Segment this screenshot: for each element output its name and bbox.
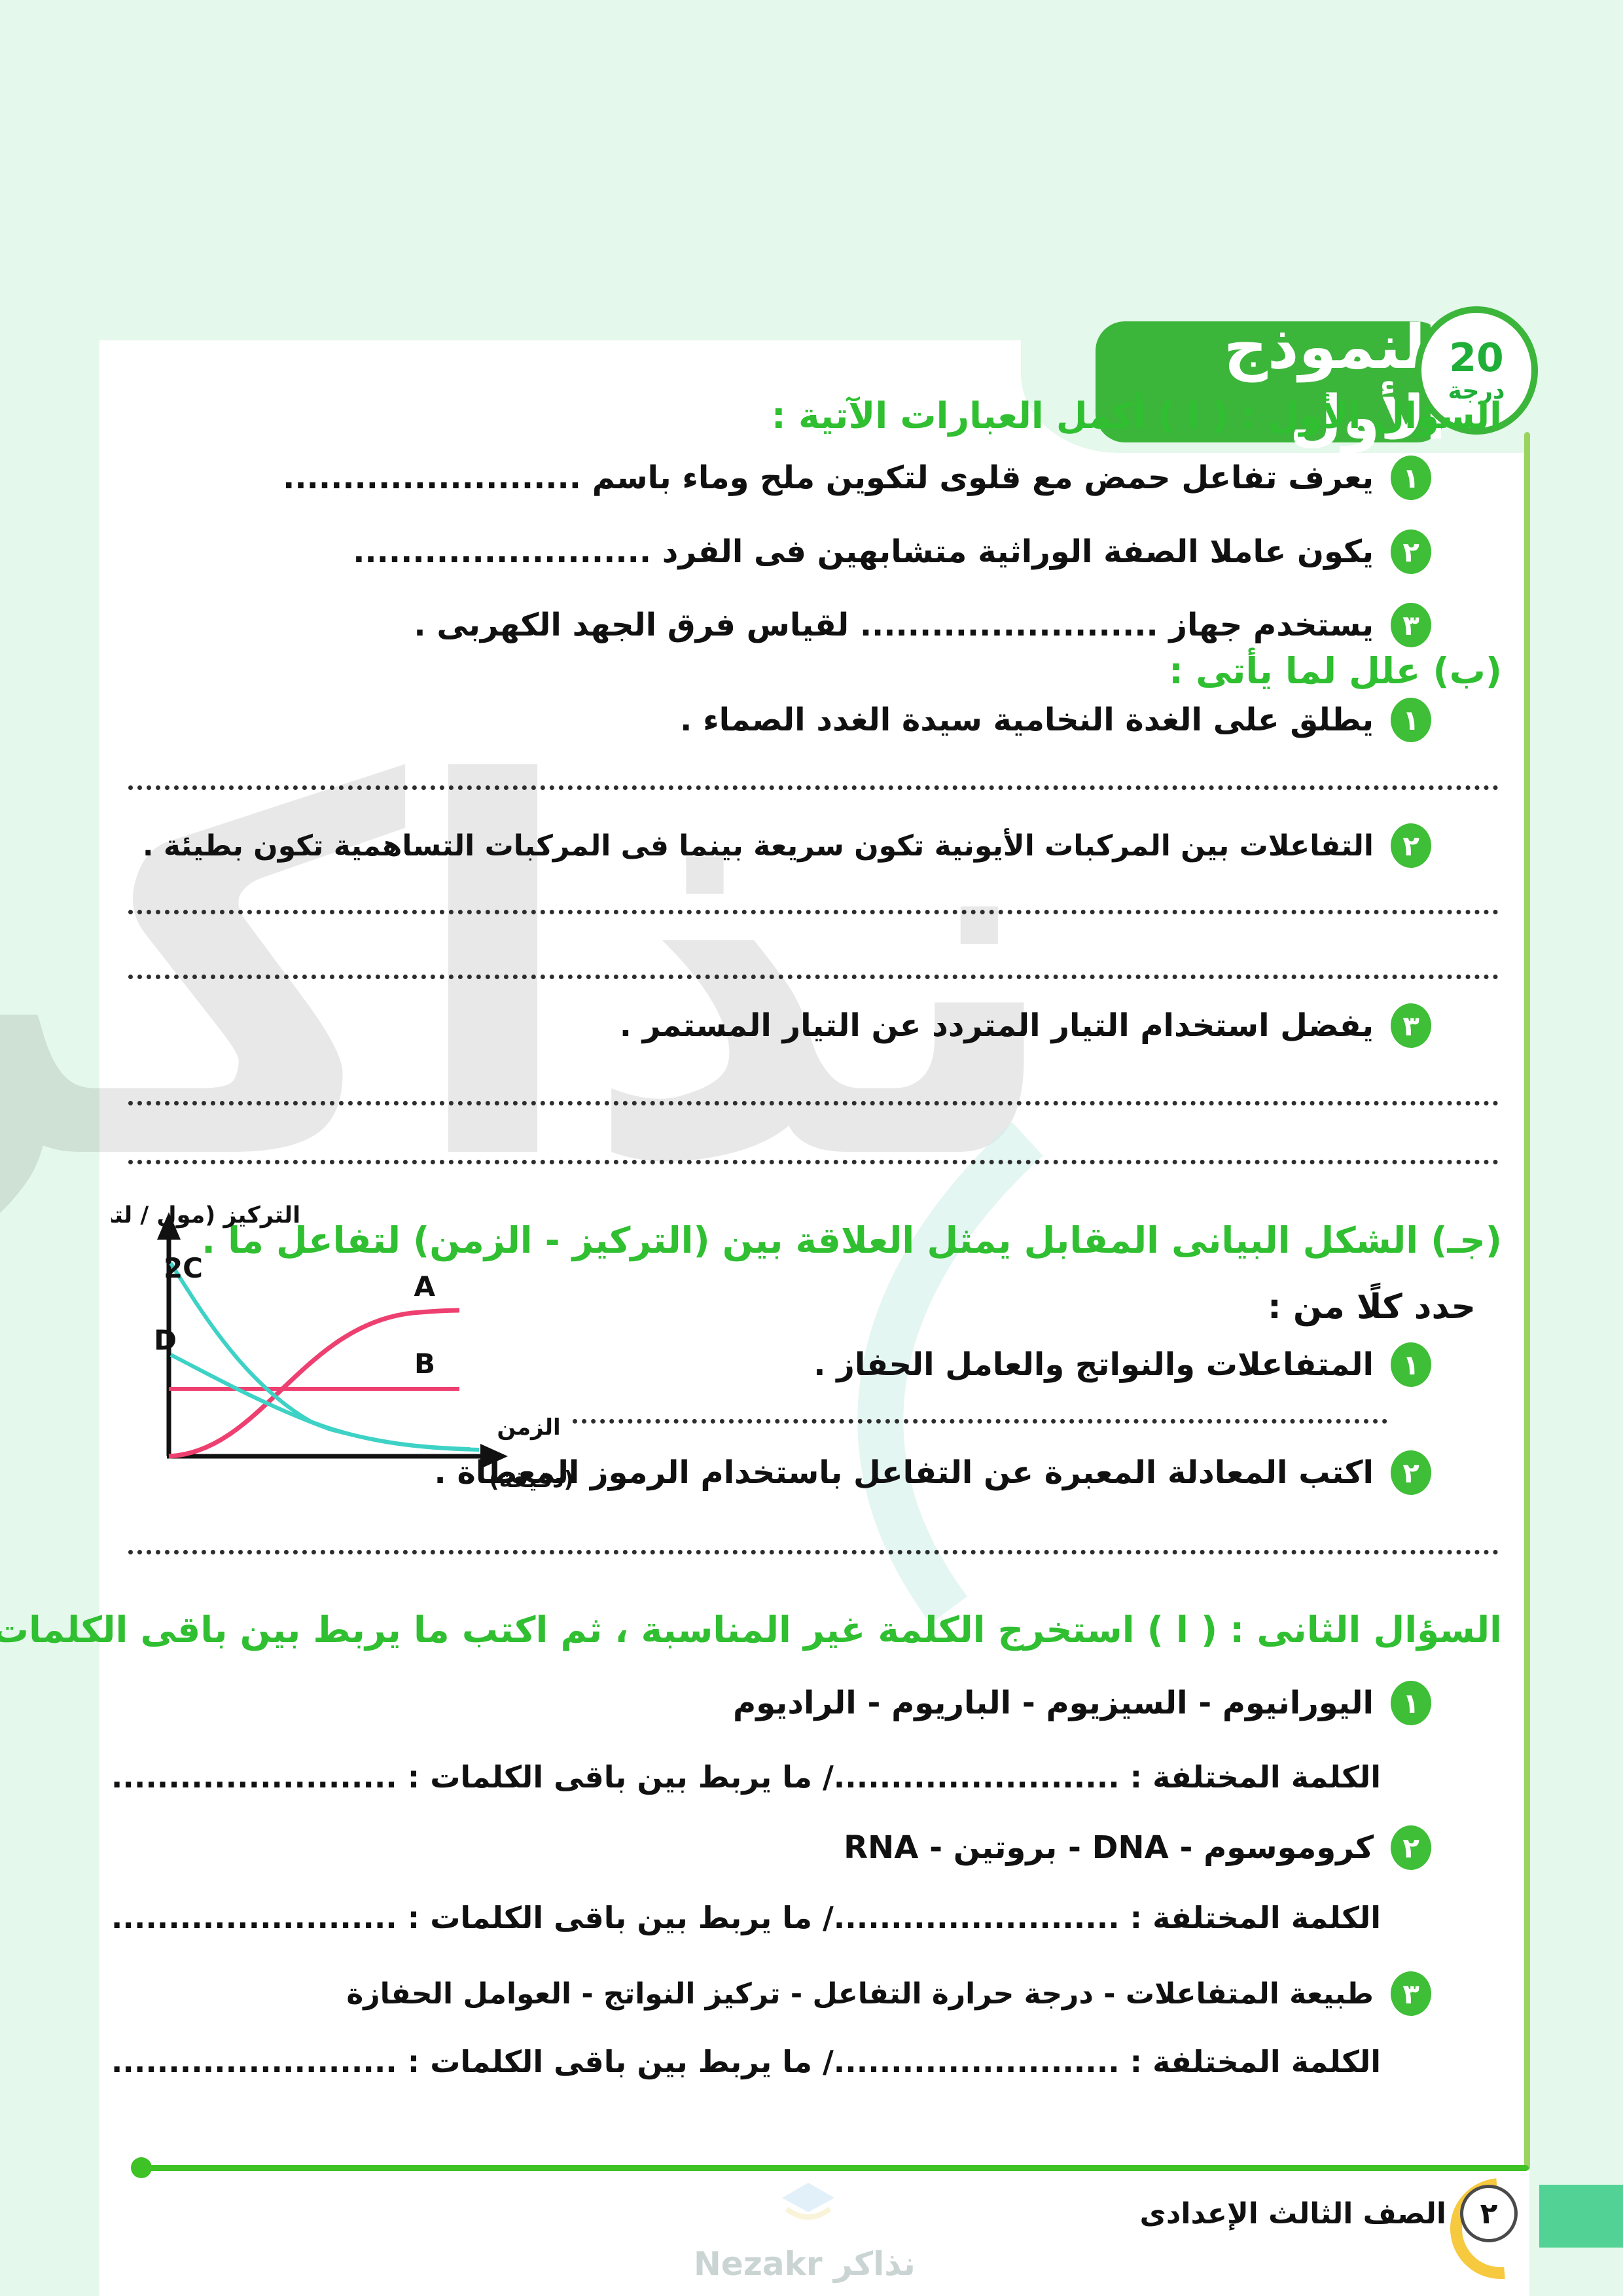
bullet-number: ١: [1391, 456, 1431, 500]
chart-y-axis-label: التركيز (مول / لتر): [111, 1202, 300, 1229]
q1b-item-1-text: يطلق على الغدة النخامية سيدة الغدد الصما…: [680, 702, 1374, 738]
q2-answer-row-3: الكلمة المختلفة : ......................…: [111, 2039, 1381, 2085]
q2-answer-row-2: الكلمة المختلفة : ......................…: [111, 1895, 1381, 1941]
q2-item-2: ٢ كروموسوم - DNA - بروتين - RNA: [844, 1821, 1431, 1874]
different-word-label: الكلمة المختلفة : ......................…: [833, 1759, 1381, 1795]
bullet-number: ٣: [1391, 1003, 1431, 1048]
watermark-bottom-text: نذاكر Nezakr: [694, 2245, 916, 2283]
model-title-badge: النموذج الأول: [1096, 312, 1446, 453]
links-words-label: / ما يربط بين باقى الكلمات : ...........…: [111, 1759, 834, 1795]
page-number: ٢: [1480, 2197, 1498, 2231]
answer-line: [128, 1550, 1499, 1554]
q1b-item-3: ٣ يفضل استخدام التيار المتردد عن التيار …: [620, 999, 1431, 1052]
bullet-number: ٢: [1391, 529, 1431, 574]
q1c-heading: (جـ) الشكل البيانى المقابل يمثل العلاقة …: [202, 1219, 1502, 1261]
answer-line: [573, 1419, 1387, 1424]
concentration-time-chart: التركيز (مول / لتر) 2C D A B الزمن (دقيق…: [111, 1202, 574, 1493]
q1-item-2: ٢ يكون عاملا الصفة الوراثية متشابهين فى …: [353, 526, 1431, 578]
bullet-number: ٣: [1391, 603, 1431, 647]
label-2C: 2C: [164, 1252, 203, 1284]
links-words-label: / ما يربط بين باقى الكلمات : ...........…: [111, 1900, 834, 1935]
links-words-label: / ما يربط بين باقى الكلمات : ...........…: [111, 2044, 834, 2079]
bullet-number: ١: [1391, 1681, 1431, 1725]
label-A: A: [414, 1270, 435, 1302]
label-B: B: [414, 1348, 435, 1380]
q2-item-3: ٣ طبيعة المتفاعلات - درجة حرارة التفاعل …: [346, 1967, 1431, 2020]
q1-heading: السؤال الأول : ( ا ) أكمل العبارات الآتي…: [771, 395, 1502, 437]
chart-x-axis-label-1: الزمن: [497, 1414, 560, 1441]
bullet-number: ٣: [1391, 1971, 1431, 2016]
q1-item-2-text: يكون عاملا الصفة الوراثية متشابهين فى ال…: [353, 533, 1374, 570]
page-number-badge: ٢: [1460, 2185, 1518, 2242]
answer-line: [128, 1101, 1499, 1105]
different-word-label: الكلمة المختلفة : ......................…: [833, 2044, 1381, 2079]
x-axis-arrow: [480, 1444, 508, 1469]
answer-line: [128, 1160, 1499, 1164]
frame-bottom-dot: [131, 2157, 152, 2178]
q2-item-1-text: اليورانيوم - السيزيوم - الباريوم - الراد…: [733, 1685, 1374, 1721]
score-value: 20: [1449, 334, 1504, 381]
footer-grade: الصف الثالث الإعدادى: [1139, 2197, 1447, 2231]
q1-item-3: ٣ يستخدم جهاز ......................... …: [414, 599, 1431, 651]
q1c-item-1: ١ المتفاعلات والنواتج والعامل الحفاز .: [813, 1338, 1431, 1391]
curve-D: [169, 1353, 471, 1451]
bullet-number: ١: [1391, 1342, 1431, 1387]
q1-item-3-text: يستخدم جهاز ......................... لق…: [414, 607, 1374, 643]
bullet-number: ٢: [1391, 823, 1431, 868]
q1-item-1-text: يعرف تفاعل حمض مع قلوى لتكوين ملح وماء ب…: [283, 459, 1374, 496]
score-badge: 20 درجة: [1415, 306, 1538, 435]
q1-item-1: ١ يعرف تفاعل حمض مع قلوى لتكوين ملح وماء…: [283, 452, 1431, 504]
q1b-item-2-text: التفاعلات بين المركبات الأيونية تكون سري…: [142, 829, 1374, 863]
q1b-item-2: ٢ التفاعلات بين المركبات الأيونية تكون س…: [143, 819, 1431, 872]
bullet-number: ١: [1391, 698, 1431, 742]
answer-line: [128, 975, 1499, 979]
q1b-heading: (ب) علل لما يأتى :: [1168, 650, 1502, 692]
frame-right-border: [1524, 432, 1530, 2170]
q2-answer-row-1: الكلمة المختلفة : ......................…: [111, 1754, 1381, 1800]
footer-teal-bar: [1539, 2185, 1623, 2248]
answer-line: [128, 910, 1499, 914]
curve-A: [168, 1308, 460, 1459]
q2-item-3-text: طبيعة المتفاعلات - درجة حرارة التفاعل - …: [346, 1977, 1374, 2011]
label-D: D: [154, 1324, 177, 1356]
q1c-item-2-text: اكتب المعادلة المعبرة عن التفاعل باستخدا…: [434, 1454, 1374, 1491]
bullet-number: ٢: [1391, 1450, 1431, 1495]
content-panel: [99, 340, 1529, 2296]
different-word-label: الكلمة المختلفة : ......................…: [833, 1900, 1381, 1935]
q2-heading: السؤال الثانى : ( ا ) استخرج الكلمة غير …: [0, 1609, 1502, 1651]
frame-bottom-border: [140, 2165, 1529, 2171]
q2-item-2-text: كروموسوم - DNA - بروتين - RNA: [844, 1829, 1374, 1866]
bullet-number: ٢: [1391, 1825, 1431, 1870]
q1c-item-1-text: المتفاعلات والنواتج والعامل الحفاز .: [813, 1346, 1374, 1383]
q2-item-1: ١ اليورانيوم - السيزيوم - الباريوم - الر…: [733, 1677, 1431, 1729]
q1b-item-3-text: يفضل استخدام التيار المتردد عن التيار ال…: [619, 1007, 1374, 1044]
q1b-item-1: ١ يطلق على الغدة النخامية سيدة الغدد الص…: [680, 694, 1431, 746]
q1c-intro: حدد كلًا من :: [1267, 1287, 1476, 1327]
score-unit: درجة: [1448, 377, 1505, 404]
q1c-item-2: ٢ اكتب المعادلة المعبرة عن التفاعل باستخ…: [435, 1446, 1431, 1499]
y-axis-arrow: [157, 1212, 181, 1240]
chart-x-axis-label-2: (دقيقة): [489, 1467, 574, 1493]
answer-line: [128, 785, 1499, 790]
